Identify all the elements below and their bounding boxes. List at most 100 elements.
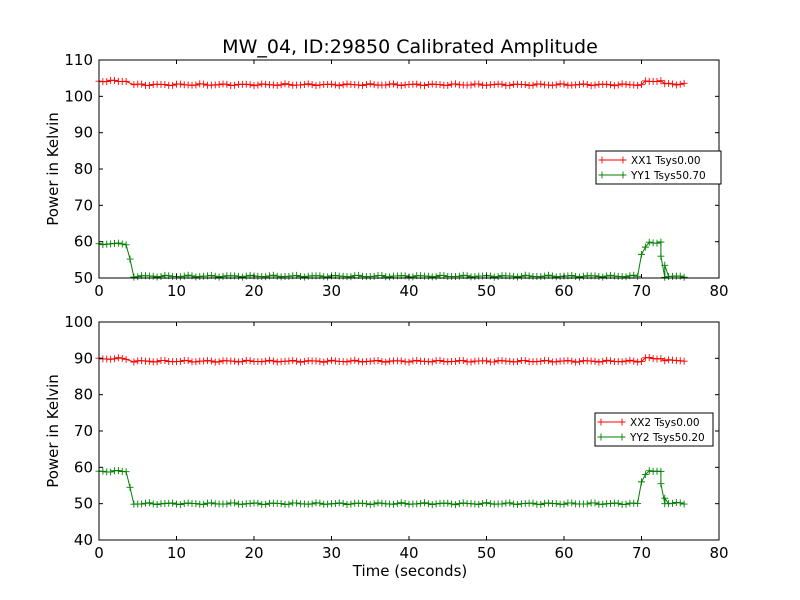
y-tick-label: 70 <box>74 422 93 440</box>
data-point <box>297 358 304 366</box>
data-point <box>138 500 146 508</box>
data-point <box>231 81 239 89</box>
data-point <box>285 500 293 508</box>
data-point <box>390 500 397 508</box>
data-point <box>587 82 595 90</box>
data-point <box>114 354 122 362</box>
data-point <box>537 273 545 281</box>
x-tick-label: 30 <box>322 282 341 300</box>
legend-marker <box>597 433 605 441</box>
data-point <box>444 499 452 507</box>
data-point <box>362 500 370 508</box>
data-point <box>657 252 665 260</box>
data-point <box>657 355 665 363</box>
data-point <box>246 357 254 365</box>
data-point <box>293 357 301 365</box>
data-point <box>266 356 273 364</box>
data-point <box>560 500 568 508</box>
data-point <box>393 81 401 89</box>
data-point <box>641 471 649 479</box>
y-tick-label: 80 <box>74 386 93 404</box>
data-point <box>207 357 215 365</box>
data-point <box>413 356 421 364</box>
data-point <box>347 273 355 281</box>
data-point <box>576 358 583 366</box>
data-point <box>386 80 394 88</box>
y-tick-label: 100 <box>64 313 93 331</box>
data-point <box>169 81 177 89</box>
data-point <box>521 81 529 89</box>
data-point <box>638 250 645 258</box>
data-point <box>409 273 417 281</box>
data-point <box>579 80 587 88</box>
data-point <box>490 273 498 281</box>
data-point <box>665 79 673 87</box>
y-tick-label: 100 <box>64 87 93 105</box>
data-point <box>351 356 359 364</box>
data-point <box>459 499 467 507</box>
x-axis-label: Time (seconds) <box>352 562 468 580</box>
data-point <box>312 82 320 90</box>
data-point <box>471 273 479 281</box>
data-point <box>161 357 169 365</box>
series-2-2 <box>95 467 688 509</box>
data-point <box>99 467 107 475</box>
data-point <box>219 272 227 280</box>
data-point <box>560 80 568 88</box>
data-point <box>657 467 665 475</box>
x-tick-label: 30 <box>322 544 341 562</box>
data-point <box>572 272 580 280</box>
data-point <box>176 80 184 88</box>
data-point <box>382 81 390 89</box>
data-point <box>382 358 390 366</box>
data-point <box>595 358 603 366</box>
data-point <box>281 80 289 88</box>
data-point <box>304 80 312 88</box>
data-point <box>661 357 669 365</box>
data-point <box>355 357 363 365</box>
data-point <box>603 356 611 364</box>
data-point <box>215 273 223 281</box>
x-tick-label: 20 <box>244 544 263 562</box>
data-point <box>238 358 246 366</box>
data-point <box>653 239 661 247</box>
y-tick-label: 90 <box>74 124 93 142</box>
data-point <box>537 501 545 509</box>
data-point <box>413 500 421 508</box>
data-point <box>378 499 386 507</box>
data-point <box>122 355 130 363</box>
data-point <box>467 81 475 89</box>
x-tick-label: 10 <box>167 282 186 300</box>
data-point <box>320 358 328 366</box>
x-tick-label: 70 <box>632 544 651 562</box>
data-point <box>231 499 239 507</box>
data-point <box>397 499 405 507</box>
data-point <box>153 273 161 281</box>
data-point <box>107 355 115 363</box>
data-point <box>622 500 630 508</box>
y-tick-label: 50 <box>74 269 93 287</box>
y-tick-label: 110 <box>64 51 93 69</box>
data-point <box>521 357 529 365</box>
data-point <box>669 499 676 507</box>
x-tick-label: 70 <box>632 282 651 300</box>
data-point <box>514 500 521 508</box>
data-point <box>192 81 200 89</box>
data-point <box>645 238 653 246</box>
legend-marker <box>618 418 626 426</box>
data-point <box>343 358 351 366</box>
data-point <box>207 499 215 507</box>
data-point <box>657 480 665 488</box>
data-point <box>246 500 254 508</box>
data-point <box>545 357 552 365</box>
data-point <box>347 500 355 508</box>
data-point <box>335 499 343 507</box>
data-point <box>122 468 130 476</box>
data-point <box>436 81 444 89</box>
chart-title: MW_04, ID:29850 Calibrated Amplitude <box>222 36 598 58</box>
data-point <box>672 81 680 89</box>
data-point <box>262 357 270 365</box>
legend-marker <box>598 171 606 179</box>
data-point <box>421 499 428 507</box>
x-tick-label: 0 <box>94 282 104 300</box>
